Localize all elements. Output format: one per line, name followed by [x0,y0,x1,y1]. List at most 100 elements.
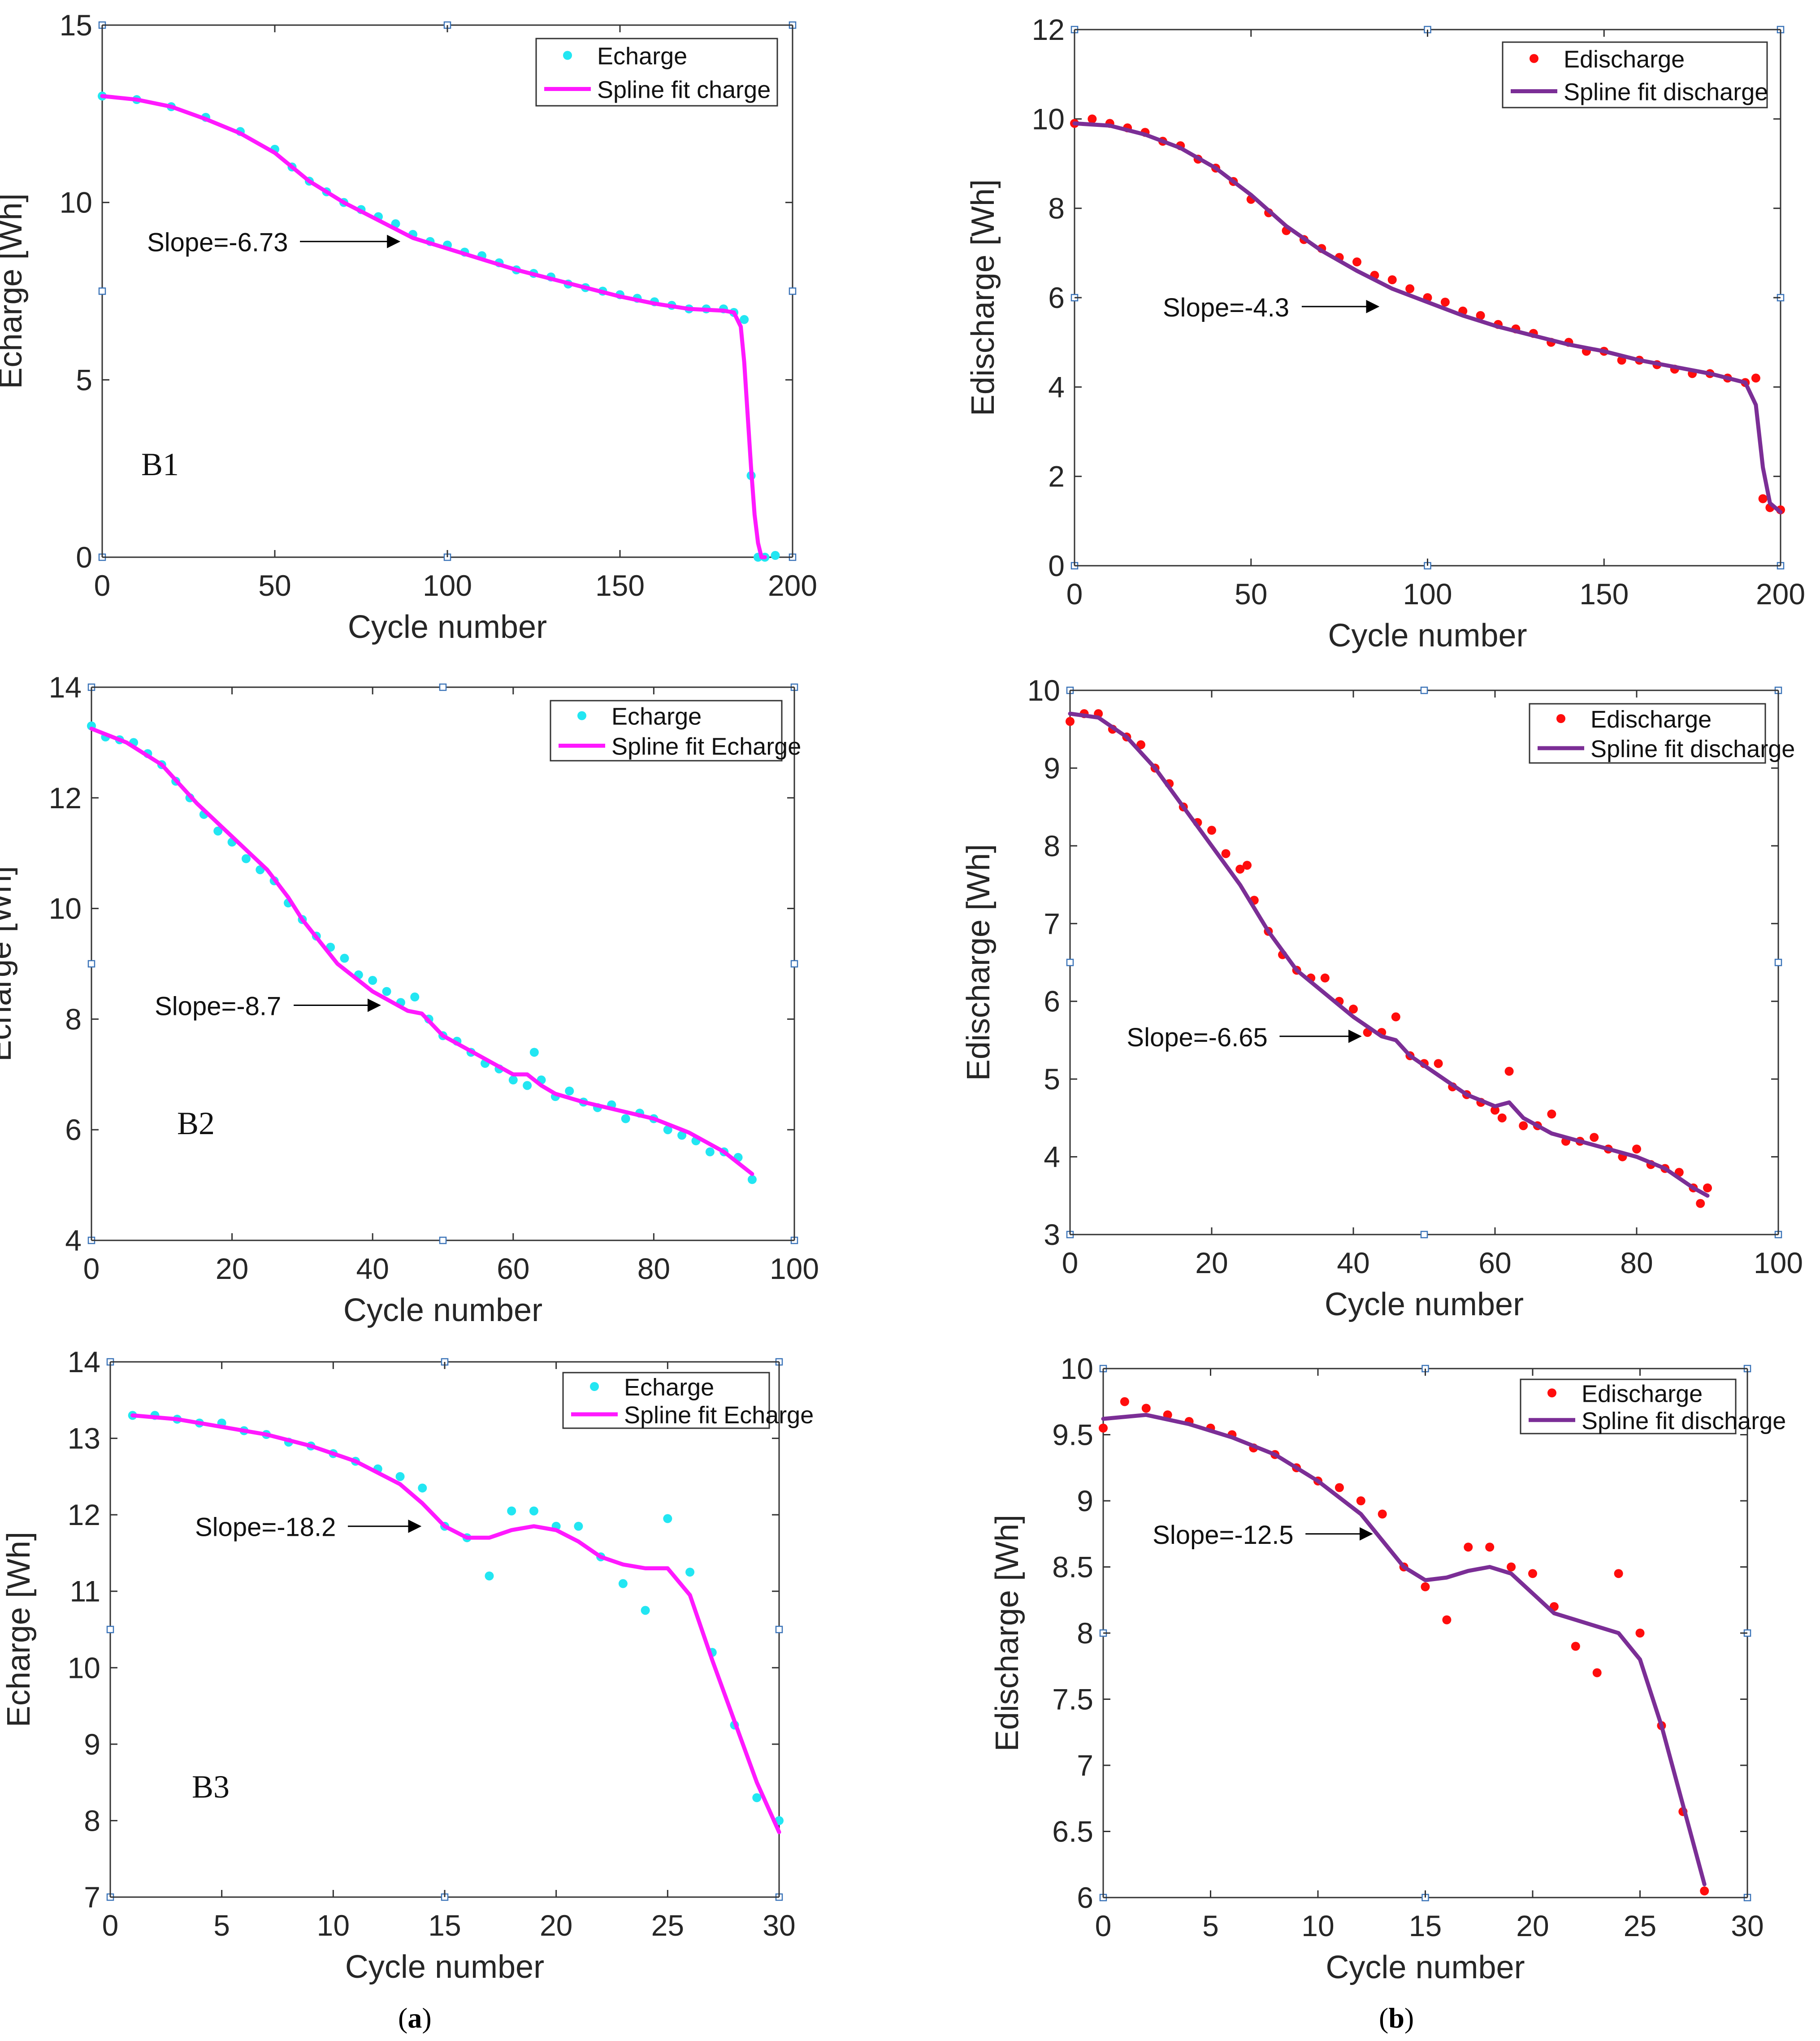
data-point [1696,1199,1705,1208]
x-tick-label: 0 [1062,1246,1079,1279]
data-point [1491,1105,1499,1115]
chart-B1-charge: 0 50 100 150 200 0 5 10 15 Cycle number Echarge [W… [0,9,817,645]
slope-annotation: Slope=-6.73 [147,228,288,257]
y-tick-label: 9.5 [1052,1418,1093,1452]
x-tick-label: 20 [540,1909,572,1942]
legend-marker-swatch [1547,1388,1556,1398]
data-point [1440,297,1450,307]
data-point [1751,373,1760,383]
series-line-spline-fit-echarge [130,1413,781,1834]
cell-label: B3 [192,1769,230,1805]
chart-B2-charge: 0 20 40 60 80 100 4 6 8 10 12 14 Cycle number Echarge… [0,671,819,1328]
caption-b: (b) [1379,2002,1414,2034]
data-point [418,1483,427,1493]
frame-handle [1066,958,1074,966]
data-point [1758,494,1768,503]
data-point [1703,1183,1712,1192]
data-point [1519,1121,1528,1131]
y-tick-label: 2 [1048,460,1065,493]
x-tick-label: 20 [216,1252,248,1285]
data-point [663,1514,672,1523]
y-tick-label: 11 [69,1575,100,1608]
data-point [1476,311,1485,320]
y-tick-label: 6 [1077,1881,1093,1914]
series-line-spline-fit-discharge [1068,711,1710,1198]
data-point [1120,1397,1129,1406]
y-tick-label: 9 [1077,1484,1093,1517]
data-point [740,315,749,324]
data-point [1207,826,1216,835]
data-point [241,854,251,863]
data-point [1136,740,1145,750]
x-tick-label: 60 [1478,1246,1511,1279]
data-point [752,1793,762,1803]
legend-marker-swatch [1530,54,1538,63]
data-point [1235,864,1245,874]
data-point [685,1568,695,1577]
data-point [663,1125,672,1135]
data-point [641,1606,650,1615]
frame-handle [1420,686,1428,694]
data-point [529,1506,538,1516]
plot-frame [1069,689,1779,1235]
legend-box [562,1372,770,1429]
x-tick-label: 50 [1235,577,1267,611]
y-tick-label: 8 [84,1804,100,1837]
y-tick-label: 14 [49,671,82,704]
y-tick-label: 10 [49,892,82,925]
y-tick-label: 12 [68,1498,100,1531]
data-point [1590,1133,1599,1142]
frame-handle [1774,958,1782,966]
chart-B1-discharge: 0 50 100 150 200 0 2 4 6 8 10 12 Cycle number Edischa… [965,13,1805,654]
data-point [1571,1642,1580,1651]
data-point [621,1114,630,1123]
y-axis-label: Edischarge [Wh] [961,844,997,1081]
legend-marker-swatch [577,711,586,720]
data-point [705,1147,715,1157]
data-point [1504,1066,1514,1076]
data-point [1434,1059,1443,1068]
y-tick-label: 12 [49,781,82,815]
y-axis-label: Edischarge [Wh] [965,179,1001,416]
data-point [1635,1629,1645,1638]
frame-handle [1420,1231,1428,1239]
x-tick-label: 150 [1579,577,1629,611]
y-tick-label: 10 [1027,674,1060,707]
data-point [529,1048,539,1057]
data-point [1592,1668,1602,1677]
y-tick-label: 6.5 [1052,1815,1093,1848]
x-tick-label: 40 [1337,1246,1369,1279]
x-tick-label: 0 [94,569,111,602]
plot-frame [1102,1368,1748,1898]
x-tick-label: 60 [497,1252,529,1285]
x-tick-label: 25 [1624,1909,1656,1942]
series-line-spline-fit-echarge [89,727,754,1176]
legend-label: Spline fit Echarge [611,733,801,760]
legend-box [535,38,778,107]
y-tick-label: 8 [1077,1616,1093,1650]
plot-frame [101,24,793,558]
data-point [574,1521,583,1531]
y-tick-label: 7.5 [1052,1683,1093,1716]
legend-box [1502,41,1768,108]
chart-B3-charge: 0 5 10 15 20 25 30 7 8 9 10 11 12 13 14 Cycle number Ech… [1,1345,814,1985]
x-tick-label: 15 [1409,1909,1442,1942]
data-point [1528,1569,1537,1578]
y-tick-label: 10 [68,1651,100,1684]
y-tick-label: 8 [1048,192,1065,225]
x-tick-label: 100 [1754,1246,1803,1279]
x-tick-label: 5 [213,1909,230,1942]
x-tick-label: 200 [768,569,817,602]
x-tick-label: 100 [423,569,472,602]
data-point [485,1571,494,1581]
x-tick-label: 0 [83,1252,100,1285]
x-axis-label: Cycle number [343,1292,542,1328]
y-tick-label: 0 [1048,549,1065,582]
data-point [1614,1569,1623,1578]
legend-label: Edischarge [1582,1380,1703,1407]
data-point [1391,1012,1400,1022]
y-tick-label: 5 [76,363,92,396]
data-point [523,1081,532,1090]
data-point [1547,1109,1556,1119]
frame-handle [775,1625,783,1634]
